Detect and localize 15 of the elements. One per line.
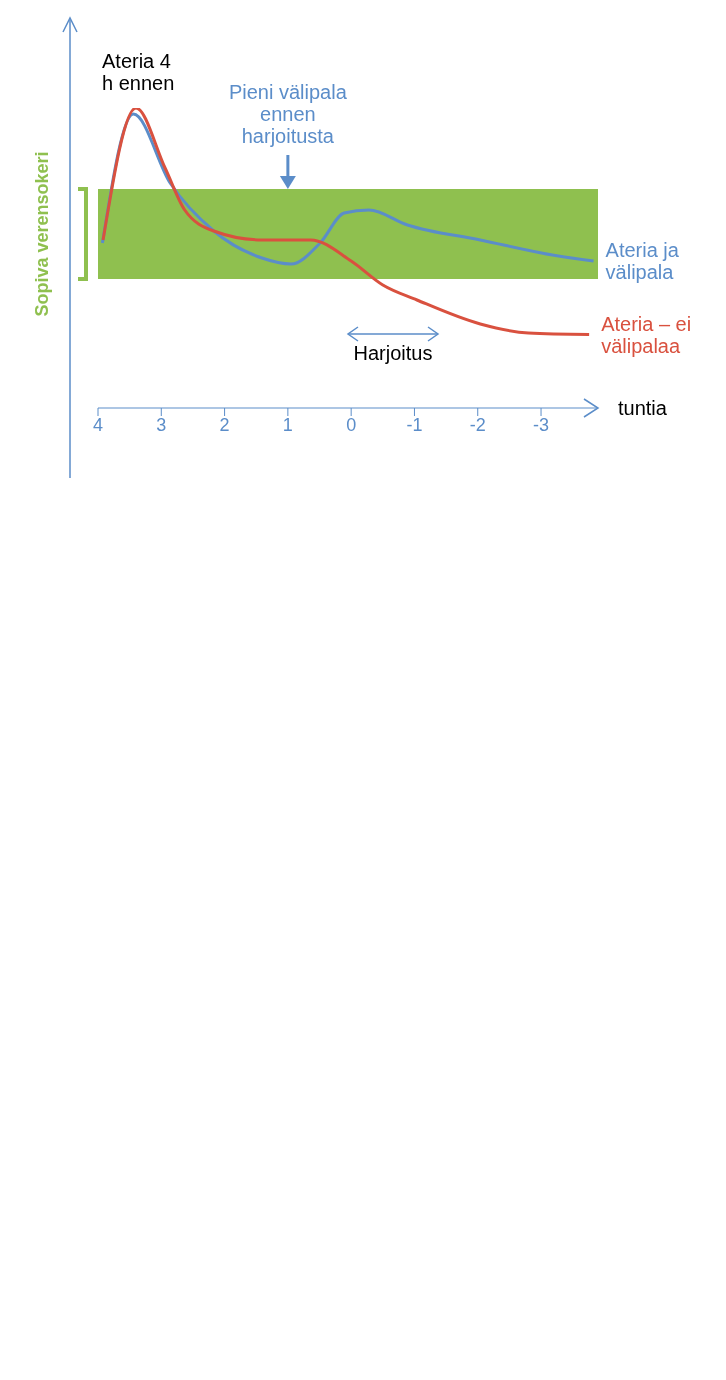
band-label: Sopiva verensokeri (32, 151, 52, 317)
x-tick-label: 1 (282, 414, 293, 435)
x-tick-label: 2 (219, 414, 230, 435)
text: Ateria 4 h ennen (102, 50, 175, 94)
x-tick-label: 4 (92, 414, 104, 435)
x-tick-label: -3 (533, 414, 550, 435)
annotation: Pieni välipala ennen harjoitusta (228, 81, 348, 147)
x-tick-label: -1 (406, 414, 423, 435)
x-axis-title: tuntia (618, 397, 668, 419)
series-label: Ateria ja välipala (605, 239, 680, 283)
series-label: Ateria – ei välipalaa (601, 312, 692, 357)
x-tick-label: -2 (469, 414, 486, 435)
annotation: Harjoitus (353, 342, 433, 364)
x-tick-label: 0 (346, 414, 357, 435)
x-tick-label: 3 (156, 414, 167, 435)
